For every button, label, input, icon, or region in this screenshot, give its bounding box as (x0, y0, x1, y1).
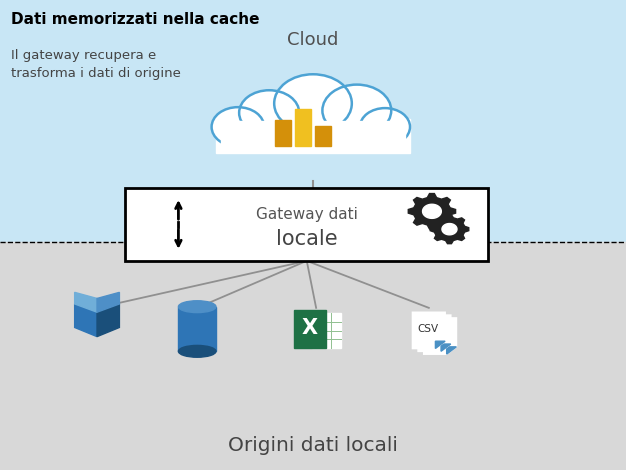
Bar (315, 126, 331, 146)
Text: X: X (301, 318, 317, 338)
Polygon shape (97, 304, 120, 337)
Polygon shape (178, 307, 216, 352)
Bar (275, 120, 291, 146)
Bar (0, 0, 626, 242)
Ellipse shape (212, 107, 264, 147)
Polygon shape (436, 341, 445, 348)
Ellipse shape (322, 85, 391, 136)
Polygon shape (423, 204, 441, 219)
Text: Gateway dati: Gateway dati (256, 207, 357, 222)
Ellipse shape (239, 90, 299, 135)
Text: Origini dati locali: Origini dati locali (228, 436, 398, 455)
Polygon shape (74, 292, 97, 312)
Polygon shape (413, 313, 445, 348)
Bar (221, 121, 405, 150)
Ellipse shape (178, 345, 216, 357)
Ellipse shape (178, 301, 216, 313)
Bar (0, 242, 626, 470)
Polygon shape (424, 318, 456, 354)
Text: Il gateway recupera e
trasforma i dati di origine: Il gateway recupera e trasforma i dati d… (11, 49, 181, 80)
Text: CSV: CSV (418, 324, 439, 334)
Text: Cloud: Cloud (287, 31, 339, 49)
Bar (125, 188, 488, 261)
Polygon shape (408, 194, 456, 229)
Polygon shape (97, 292, 120, 312)
Text: Dati memorizzati nella cache: Dati memorizzati nella cache (11, 12, 260, 27)
Text: locale: locale (276, 229, 337, 249)
Ellipse shape (360, 108, 410, 146)
Polygon shape (442, 224, 457, 235)
Polygon shape (447, 347, 456, 354)
Polygon shape (441, 344, 451, 351)
Bar (294, 310, 326, 348)
Polygon shape (418, 315, 451, 351)
Bar (312, 313, 341, 348)
Ellipse shape (274, 74, 352, 133)
Polygon shape (430, 215, 469, 243)
Bar (295, 109, 311, 146)
Polygon shape (74, 304, 97, 337)
Bar (216, 119, 410, 153)
